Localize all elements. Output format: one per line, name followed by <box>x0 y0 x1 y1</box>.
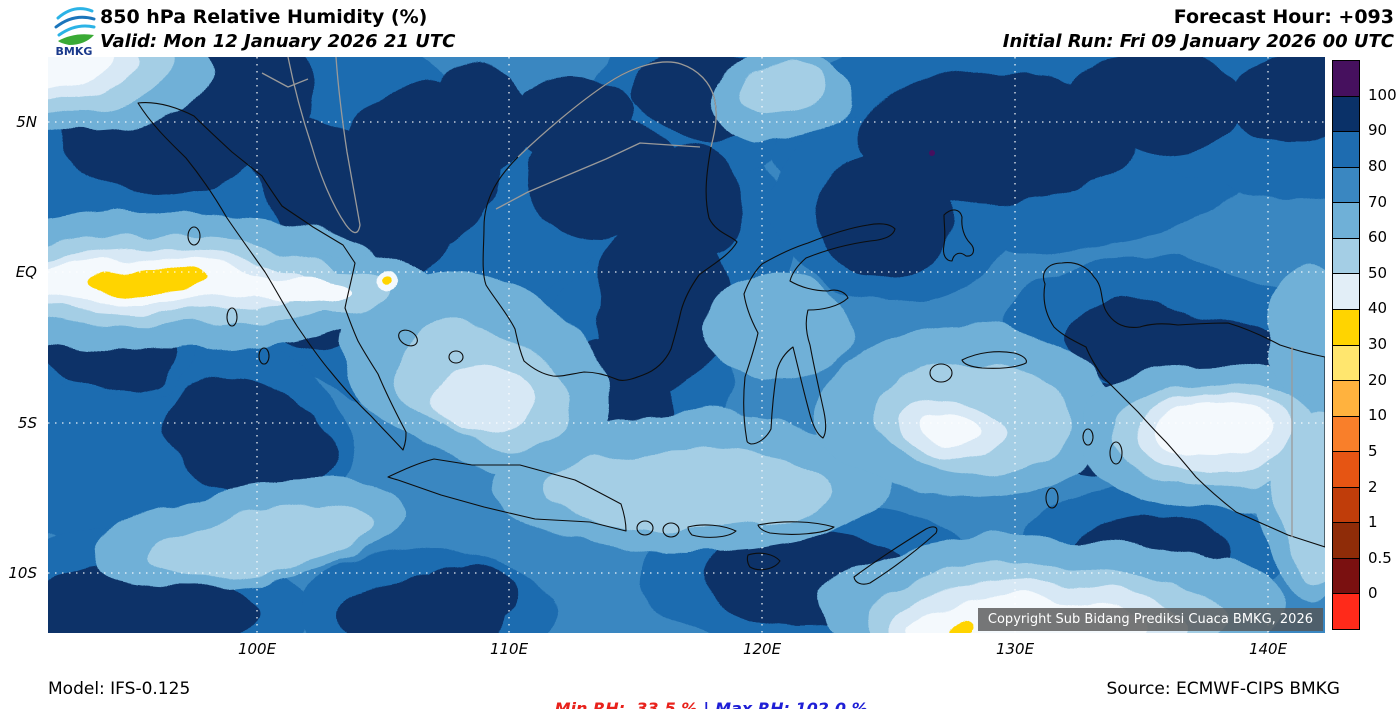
colorbar-tick-label: 0 <box>1368 584 1378 603</box>
graticule <box>48 57 1325 633</box>
lat-tick-label: 5N <box>16 113 37 131</box>
model-label: Model: IFS-0.125 <box>48 679 191 699</box>
forecast-hour-label: Forecast Hour: +093 <box>1173 6 1394 28</box>
colorbar-segment <box>1333 487 1359 524</box>
bmkg-logo: BMKG <box>54 7 96 56</box>
colorbar-tick-label: 1 <box>1368 513 1378 532</box>
colorbar-tick-label: 50 <box>1368 263 1388 282</box>
lat-tick-label: 5S <box>17 414 37 432</box>
colorbar-segment <box>1333 309 1359 346</box>
colorbar-segment <box>1333 274 1359 310</box>
logo-wave-2 <box>54 15 96 29</box>
colorbar-segment <box>1333 416 1359 453</box>
lon-tick-label: 100E <box>237 640 277 658</box>
lon-tick-label: 110E <box>489 640 529 658</box>
map-plot-area: Copyright Sub Bidang Prediksi Cuaca BMKG… <box>48 57 1325 633</box>
rh-region-30-40-yellow <box>88 268 975 633</box>
rh-field-map <box>48 57 1325 633</box>
colorbar-segment <box>1333 558 1359 595</box>
colorbar-segment <box>1333 96 1359 133</box>
colorbar-segments <box>1332 60 1360 630</box>
colorbar-tick-label: 20 <box>1368 370 1388 389</box>
lat-tick-label: 10S <box>8 564 37 582</box>
rh-region-above-100 <box>929 150 935 156</box>
colorbar-tick-label: 5 <box>1368 441 1378 460</box>
min-max-rh: Min RH: 33.5 % | Max RH: 102.0 % <box>532 680 868 709</box>
logo-green-base <box>58 34 94 45</box>
logo-text: BMKG <box>56 45 93 56</box>
logo-wave-1 <box>56 7 94 20</box>
colorbar-tick-label: 10 <box>1368 406 1388 425</box>
colorbar-tick-label: 70 <box>1368 192 1388 211</box>
colorbar-segment <box>1333 381 1359 417</box>
colorbar-tick-label: 90 <box>1368 121 1388 140</box>
colorbar-segment <box>1333 167 1359 204</box>
max-rh-value: Max RH: 102.0 % <box>715 699 868 709</box>
source-label: Source: ECMWF-CIPS BMKG <box>1106 679 1340 699</box>
colorbar-tick-label: 2 <box>1368 477 1378 496</box>
colorbar-segment <box>1333 61 1359 97</box>
coastlines <box>137 61 1325 585</box>
colorbar-tick-label: 30 <box>1368 335 1388 353</box>
colorbar-segment <box>1333 345 1359 382</box>
lon-tick-label: 130E <box>995 640 1035 658</box>
initial-run-label: Initial Run: Fri 09 January 2026 00 UTC <box>1002 31 1394 52</box>
country-borders <box>261 57 1293 537</box>
colorbar-segment <box>1333 523 1359 559</box>
logo-wave-3 <box>57 24 96 37</box>
colorbar-segment <box>1333 594 1359 629</box>
lon-tick-label: 140E <box>1248 640 1288 658</box>
colorbar-segment <box>1333 203 1359 239</box>
colorbar-tick-label: 100 <box>1368 85 1397 104</box>
lon-tick-label: 120E <box>742 640 782 658</box>
copyright-badge: Copyright Sub Bidang Prediksi Cuaca BMKG… <box>977 608 1323 631</box>
valid-time-label: Valid: Mon 12 January 2026 21 UTC <box>100 31 456 52</box>
colorbar-tick-label: 0.5 <box>1368 548 1392 567</box>
colorbar-tick-label: 40 <box>1368 299 1388 318</box>
min-rh-value: Min RH: 33.5 % <box>554 699 698 709</box>
colorbar-tick-label: 80 <box>1368 156 1388 175</box>
min-max-separator: | <box>703 699 710 709</box>
colorbar-tick-label: 60 <box>1368 228 1388 247</box>
colorbar-segment <box>1333 452 1359 488</box>
colorbar-segment <box>1333 238 1359 275</box>
colorbar-segment <box>1333 132 1359 168</box>
page-title: 850 hPa Relative Humidity (%) <box>100 6 428 28</box>
lat-tick-label: EQ <box>15 263 37 281</box>
